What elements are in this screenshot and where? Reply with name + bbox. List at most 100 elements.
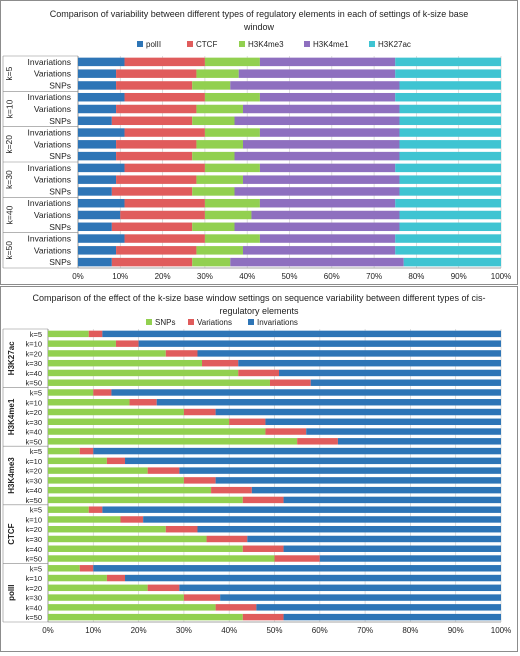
bar-segment-ctcf-k-50-invariations	[319, 555, 501, 562]
bar-segment-h3k4me3-k-20-invariations	[179, 467, 501, 474]
row-label: k=30	[26, 594, 42, 603]
group-label-h3k4me3: H3K4me3	[7, 457, 16, 494]
bar-segment-h3k4me1-k-10-snps	[48, 399, 130, 406]
row-label: k=30	[26, 476, 42, 485]
bar-segment-k-30-snps-polii	[78, 187, 112, 196]
bar-segment-k-30-invariations-h3k4me1	[259, 163, 396, 173]
bar-segment-h3k4me3-k-30-invariations	[215, 477, 502, 484]
bar-segment-k-40-snps-h3k27ac	[399, 222, 501, 232]
legend-swatch-h3k27ac	[369, 41, 375, 47]
legend-swatch-ctcf	[187, 41, 193, 47]
bar-segment-h3k4me1-k-10-invariations	[156, 399, 501, 406]
bar-segment-k-50-variations-h3k27ac	[395, 246, 501, 255]
group-label-polii: polII	[7, 584, 16, 600]
bar-segment-h3k4me3-k-5-snps	[48, 447, 80, 455]
row-label: k=20	[26, 467, 42, 476]
legend-swatch-polii	[137, 41, 143, 47]
bar-segment-k-30-invariations-polii	[78, 163, 125, 173]
bar-segment-h3k27ac-k-50-variations	[269, 379, 311, 386]
bar-segment-k-5-snps-ctcf	[116, 81, 193, 90]
bar-segment-k-30-invariations-h3k27ac	[395, 163, 501, 173]
bar-segment-k-5-variations-h3k4me3	[196, 69, 239, 78]
bar-segment-ctcf-k-50-variations	[274, 555, 320, 562]
row-label: k=30	[26, 418, 42, 427]
x-tick-label: 50%	[266, 626, 282, 635]
bar-segment-k-50-snps-h3k4me3	[192, 257, 231, 267]
bar-segment-k-20-snps-ctcf	[116, 151, 193, 161]
legend-label-h3k4me3: H3K4me3	[248, 40, 284, 49]
bar-segment-k-30-variations-ctcf	[116, 175, 197, 184]
bar-segment-ctcf-k-20-snps	[48, 525, 166, 533]
legend-swatch-h3k4me3	[239, 41, 245, 47]
group-label-k-50: k=50	[4, 241, 14, 260]
bar-segment-k-30-variations-h3k4me3	[196, 175, 243, 184]
x-tick-label: 40%	[239, 272, 255, 281]
legend-swatch-h3k4me1	[304, 41, 310, 47]
bar-segment-ctcf-k-10-variations	[120, 516, 144, 523]
bar-segment-k-40-invariations-polii	[78, 198, 125, 208]
bar-segment-k-5-invariations-h3k27ac	[395, 57, 501, 67]
bar-segment-k-20-invariations-polii	[78, 128, 125, 137]
bar-segment-k-5-snps-h3k27ac	[399, 81, 501, 90]
bar-segment-k-20-snps-polii	[78, 151, 117, 161]
bar-segment-h3k4me3-k-5-invariations	[93, 447, 502, 455]
bar-segment-k-20-variations-h3k4me1	[242, 140, 400, 149]
chart-title-line: Comparison of the effect of the k-size b…	[33, 293, 486, 303]
row-label: k=10	[26, 398, 42, 407]
row-label: Invariations	[28, 198, 71, 208]
group-label-k-30: k=30	[4, 170, 14, 189]
x-tick-label: 30%	[176, 626, 192, 635]
bar-segment-k-10-variations-ctcf	[116, 104, 197, 114]
bar-segment-h3k27ac-k-20-invariations	[197, 350, 502, 357]
chart-k-size-window: Comparison of the effect of the k-size b…	[2, 293, 511, 635]
x-tick-label: 10%	[85, 626, 101, 635]
bar-segment-k-50-invariations-ctcf	[124, 234, 205, 243]
bar-segment-h3k4me1-k-20-invariations	[215, 408, 502, 416]
bar-segment-k-30-snps-ctcf	[111, 187, 193, 196]
x-tick-label: 60%	[324, 272, 340, 281]
bar-segment-k-40-variations-h3k27ac	[399, 210, 501, 220]
row-label: SNPs	[49, 186, 71, 196]
bar-segment-k-50-snps-ctcf	[111, 257, 193, 267]
bar-segment-h3k4me1-k-5-variations	[93, 389, 112, 396]
bar-segment-k-40-snps-ctcf	[111, 222, 193, 232]
row-label: k=10	[26, 574, 42, 583]
bar-segment-k-10-invariations-h3k4me3	[204, 92, 260, 102]
bar-segment-h3k4me3-k-20-variations	[147, 467, 180, 474]
bar-segment-k-5-variations-h3k4me1	[238, 69, 396, 78]
x-tick-label: 70%	[366, 272, 382, 281]
bar-segment-h3k27ac-k-5-variations	[88, 330, 103, 338]
row-label: Invariations	[28, 57, 71, 67]
bar-segment-h3k27ac-k-30-snps	[48, 359, 203, 367]
bar-segment-h3k4me3-k-30-variations	[183, 477, 216, 484]
bar-segment-k-50-variations-h3k4me3	[196, 246, 243, 255]
row-label: k=5	[30, 564, 42, 573]
row-label: k=40	[26, 603, 42, 612]
bar-segment-polii-k-10-snps	[48, 574, 107, 582]
bar-segment-ctcf-k-5-invariations	[102, 506, 502, 513]
bar-segment-k-5-invariations-h3k4me1	[259, 57, 396, 67]
bar-segment-k-20-variations-ctcf	[116, 140, 197, 149]
row-label: k=40	[26, 369, 42, 378]
chart-regulatory-elements: Comparison of variability between differ…	[2, 9, 511, 281]
row-label: k=10	[26, 340, 42, 349]
chart-title-line: window	[243, 22, 275, 32]
bar-segment-k-10-variations-h3k27ac	[399, 104, 501, 114]
x-tick-label: 90%	[448, 626, 464, 635]
bar-segment-k-5-variations-ctcf	[116, 69, 197, 78]
bar-segment-h3k27ac-k-40-invariations	[279, 369, 501, 377]
bar-segment-k-50-variations-polii	[78, 246, 117, 255]
bar-segment-h3k4me3-k-10-snps	[48, 457, 107, 465]
row-label: k=20	[26, 525, 42, 534]
row-label: k=5	[30, 330, 42, 339]
bar-segment-k-50-snps-h3k27ac	[403, 257, 501, 267]
bar-segment-polii-k-50-variations	[242, 613, 284, 621]
bar-segment-h3k4me3-k-50-variations	[242, 496, 284, 504]
bar-segment-polii-k-5-invariations	[93, 565, 502, 572]
row-label: Variations	[34, 104, 71, 114]
bar-segment-k-30-variations-h3k4me1	[242, 175, 400, 184]
bar-segment-polii-k-40-snps	[48, 604, 216, 611]
bar-segment-polii-k-30-variations	[183, 594, 221, 601]
row-label: SNPs	[49, 257, 71, 267]
row-label: SNPs	[49, 222, 71, 232]
